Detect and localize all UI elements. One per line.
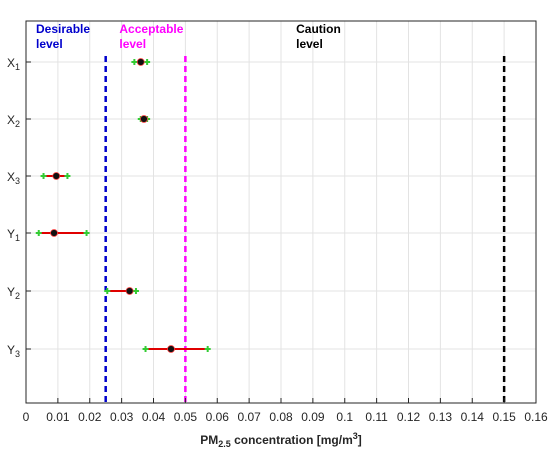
y-tick-label: Y1 xyxy=(7,227,20,243)
x-label-prefix: PM xyxy=(200,433,218,447)
x-tick-label: 0.12 xyxy=(397,410,421,424)
error-bar-cap xyxy=(204,346,211,352)
threshold-label: level xyxy=(36,37,63,51)
threshold-label: level xyxy=(296,37,323,51)
x-axis-label: PM2.5 concentration [mg/m3] xyxy=(200,431,362,449)
x-tick-label: 0.04 xyxy=(142,410,166,424)
x-tick-label: 0.07 xyxy=(237,410,261,424)
x-tick-label: 0.1 xyxy=(336,410,353,424)
x-tick-label: 0.15 xyxy=(492,410,516,424)
threshold-label: Acceptable xyxy=(119,22,183,36)
error-bar-cap xyxy=(132,288,139,294)
x-tick-labels: 0 0.01 0.02 0.03 0.04 0.05 0.06 0.07 0.08 0.09 0.1… xyxy=(23,398,548,424)
error-bar-cap xyxy=(83,230,90,236)
x-tick-label: 0.13 xyxy=(429,410,453,424)
mean-marker xyxy=(140,115,148,123)
error-bar-cap xyxy=(40,173,47,179)
threshold-label: Caution xyxy=(296,22,341,36)
error-bar-cap xyxy=(35,230,42,236)
threshold-label: Desirable xyxy=(36,22,90,36)
mean-marker xyxy=(125,287,134,295)
y-tick-label: X1 xyxy=(7,56,20,72)
x-tick-label: 0.06 xyxy=(206,410,230,424)
mean-marker xyxy=(50,229,58,237)
y-tick-label: Y3 xyxy=(7,343,20,359)
x-label-middle: concentration [mg/m xyxy=(231,433,353,447)
x-tick-label: 0.03 xyxy=(110,410,134,424)
y-tick-label: X2 xyxy=(7,113,20,129)
x-label-sub: 2.5 xyxy=(218,439,231,449)
x-tick-label: 0 xyxy=(23,410,30,424)
y-tick-labels: X1 X2 X3 Y1 Y2 Y3 xyxy=(7,56,31,359)
x-label-end: ] xyxy=(358,433,362,447)
error-bar-cap xyxy=(64,173,71,179)
error-bar-cap xyxy=(131,59,138,65)
error-bar-cap xyxy=(104,288,111,294)
x-tick-label: 0.09 xyxy=(301,410,325,424)
mean-marker xyxy=(167,345,175,353)
error-bar-cap xyxy=(144,59,151,65)
threshold-label: level xyxy=(119,37,146,51)
y-tick-label: X3 xyxy=(7,170,20,186)
y-tick-label: Y2 xyxy=(7,285,20,301)
mean-marker xyxy=(52,172,61,180)
x-tick-label: 0.05 xyxy=(174,410,198,424)
mean-marker xyxy=(136,58,145,66)
error-bars xyxy=(35,58,211,353)
x-tick-label: 0.02 xyxy=(78,410,102,424)
x-tick-label: 0.01 xyxy=(46,410,70,424)
x-tick-label: 0.14 xyxy=(461,410,485,424)
x-label-sup: 3 xyxy=(353,431,358,441)
threshold-lines: DesirablelevelAcceptablelevelCautionleve… xyxy=(36,22,506,403)
x-tick-label: 0.08 xyxy=(269,410,293,424)
x-tick-label: 0.11 xyxy=(365,410,388,424)
error-bar-cap xyxy=(142,346,149,352)
x-tick-label: 0.16 xyxy=(524,410,548,424)
